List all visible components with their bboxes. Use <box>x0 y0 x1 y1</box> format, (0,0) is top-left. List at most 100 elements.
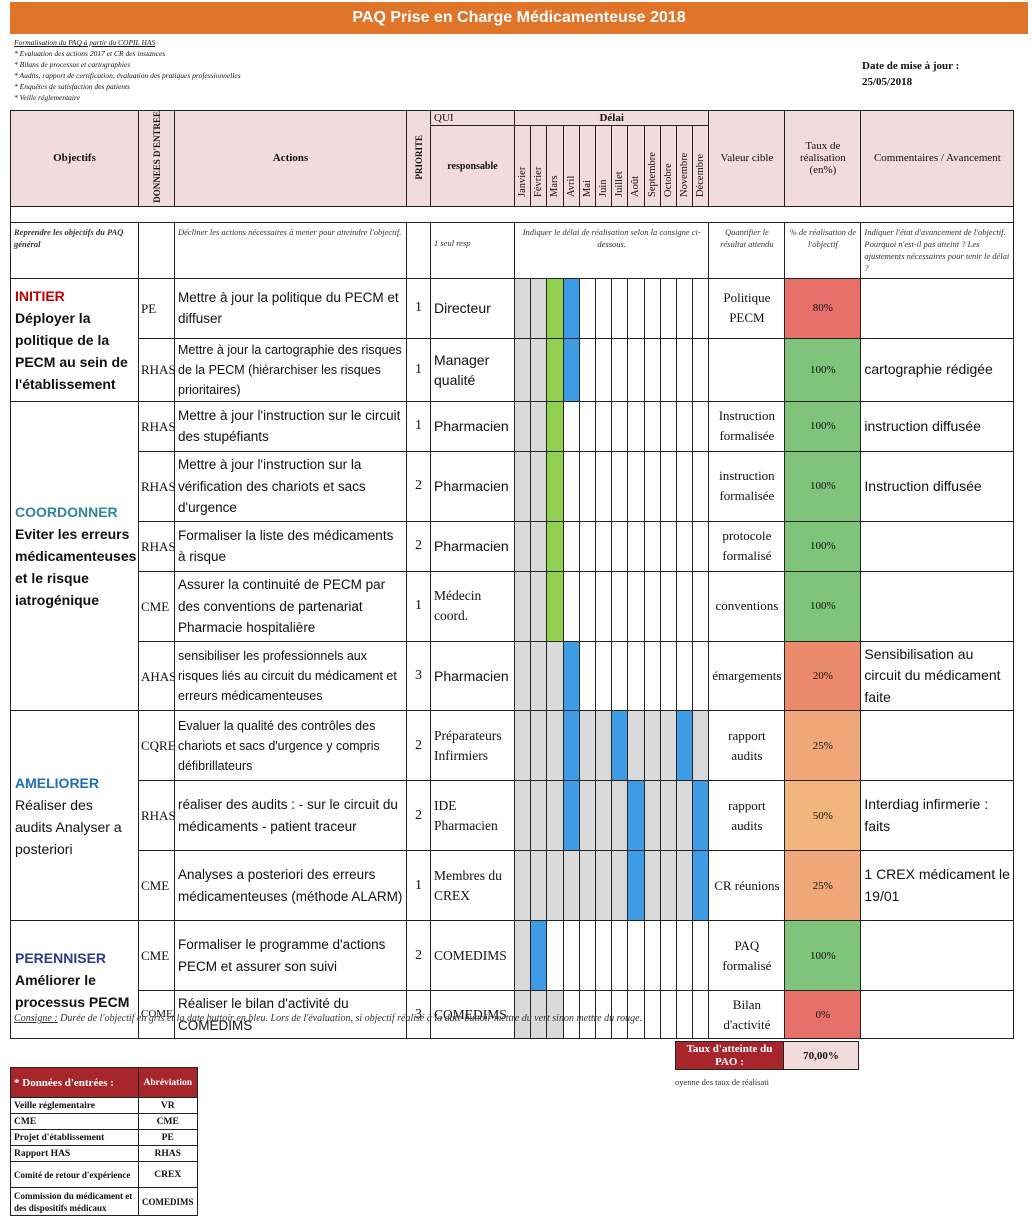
completion-rate: 20% <box>784 640 862 712</box>
month-cell <box>546 277 564 339</box>
priority: 1 <box>406 570 431 642</box>
month-cell <box>578 640 596 712</box>
target-value: Instruction formalisée <box>708 400 786 452</box>
comment <box>860 520 1015 572</box>
month-cell <box>513 570 532 642</box>
month-cell <box>578 850 596 922</box>
header-valeur-cible: Valeur cible <box>708 110 786 207</box>
month-cell <box>530 337 548 402</box>
month-cell <box>675 450 694 522</box>
responsible: Pharmacien <box>430 520 515 572</box>
input-data-abbr: RHAS <box>138 337 175 402</box>
month-cell <box>643 520 661 572</box>
month-cell <box>659 710 677 782</box>
completion-rate: 100% <box>784 450 862 522</box>
month-cell <box>578 277 596 339</box>
legend-header: * Données d'entrées : <box>10 1067 139 1098</box>
action-plan-table: Objectifs DONNEES D'ENTREE Actions PRIOR… <box>9 109 1015 1040</box>
legend-abbr: VR <box>138 1097 198 1114</box>
month-cell <box>562 920 580 992</box>
objective-keyword: INITIER <box>15 287 65 304</box>
priority: 2 <box>406 450 431 522</box>
plan-row: RHAS Formaliser la liste des médicaments … <box>11 520 1015 572</box>
taux-atteinte-label: Taux d'atteinte du PAO : <box>675 1041 784 1070</box>
legend-label: Commission du médicament et des disposit… <box>10 1187 139 1216</box>
comment: Interdiag infirmerie : faits <box>860 780 1015 852</box>
month-cell <box>530 450 548 522</box>
month-cell <box>546 337 564 402</box>
action-text: Analyses a posteriori des erreurs médica… <box>174 850 407 922</box>
month-cell <box>675 710 694 782</box>
sources-heading: Formalisation du PAQ à partir du COPIL H… <box>14 38 156 47</box>
month-cell <box>546 400 564 452</box>
priority: 2 <box>406 780 431 852</box>
month-cell <box>643 400 661 452</box>
legend-label: Rapport HAS <box>10 1145 139 1162</box>
month-cell <box>594 780 613 852</box>
header-objectifs: Objectifs <box>10 110 139 207</box>
legend-abbr: CME <box>138 1113 198 1130</box>
month-cell <box>578 780 596 852</box>
comment <box>860 570 1015 642</box>
instr-commentaires: Indiquer l'état d'avancement de l'object… <box>860 221 1015 279</box>
month-janvier: Janvier <box>513 125 532 207</box>
month-cell <box>627 337 645 402</box>
month-cell <box>692 570 710 642</box>
action-text: Mettre à jour la politique du PECM et di… <box>174 277 407 339</box>
month-cell <box>659 780 677 852</box>
header-actions: Actions <box>174 110 407 207</box>
month-cell <box>659 337 677 402</box>
month-cell <box>562 570 580 642</box>
month-cell <box>675 400 694 452</box>
month-cell <box>562 450 580 522</box>
completion-rate: 100% <box>784 520 862 572</box>
plan-row: CME Analyses a posteriori des erreurs méd… <box>11 850 1015 922</box>
month-cell <box>562 400 580 452</box>
month-cell <box>611 450 629 522</box>
header-donnees: DONNEES D'ENTREE <box>138 110 175 207</box>
input-data-abbr: RHAS <box>138 780 175 852</box>
consigne-label: Consigne : <box>14 1013 58 1024</box>
completion-rate: 100% <box>784 337 862 402</box>
month-juillet: Juillet <box>611 125 629 207</box>
month-cell <box>692 920 710 992</box>
month-cell <box>562 277 580 339</box>
instr-objectifs: Reprendre les objectifs du PAQ général <box>10 221 139 279</box>
objective-keyword: COORDONNER <box>15 504 118 521</box>
legend-label: CME <box>10 1113 139 1130</box>
month-cell <box>530 710 548 782</box>
action-text: Formaliser la liste des médicaments à ri… <box>174 520 407 572</box>
month-cell <box>675 990 694 1040</box>
action-text: Evaluer la qualité des contrôles des cha… <box>174 710 407 782</box>
input-data-abbr: CQRE <box>138 710 175 782</box>
month-cell <box>643 570 661 642</box>
month-cell <box>562 640 580 712</box>
month-cell <box>513 640 532 712</box>
month-cell <box>643 710 661 782</box>
objective-cell: COORDONNER Eviter les erreurs médicamente… <box>10 400 139 712</box>
header-commentaires: Commentaires / Avancement <box>860 110 1015 207</box>
update-date-block: Date de mise à jour : 25/05/2018 <box>862 58 959 90</box>
taux-atteinte-note: oyenne des taux de réalisati <box>675 1077 769 1087</box>
month-cell <box>546 780 564 852</box>
month-cell <box>546 570 564 642</box>
month-cell <box>659 850 677 922</box>
comment: Instruction diffusée <box>860 450 1015 522</box>
responsible: Membres du CREX <box>430 850 515 922</box>
legend-table: * Données d'entrées : Abréviation Veille… <box>10 1067 198 1216</box>
month-aout: Août <box>627 125 645 207</box>
month-cell <box>611 400 629 452</box>
plan-row: AHAS sensibiliser les professionnels aux … <box>11 640 1015 712</box>
month-cell <box>562 710 580 782</box>
header-taux: Taux de réalisation (en%) <box>784 110 862 207</box>
month-cell <box>546 450 564 522</box>
month-cell <box>675 640 694 712</box>
objective-text: Déployer la politique de la PECM au sein… <box>15 309 128 392</box>
plan-row: COMEDIMSRéaliser le bilan d'activité du … <box>11 990 1015 1040</box>
month-cell <box>513 920 532 992</box>
responsible: IDE Pharmacien <box>430 780 515 852</box>
input-data-abbr: COMEDIMS <box>138 990 175 1040</box>
comment <box>860 990 1015 1040</box>
responsible: Médecin coord. <box>430 570 515 642</box>
instr-responsable: 1 seul resp <box>430 221 515 279</box>
